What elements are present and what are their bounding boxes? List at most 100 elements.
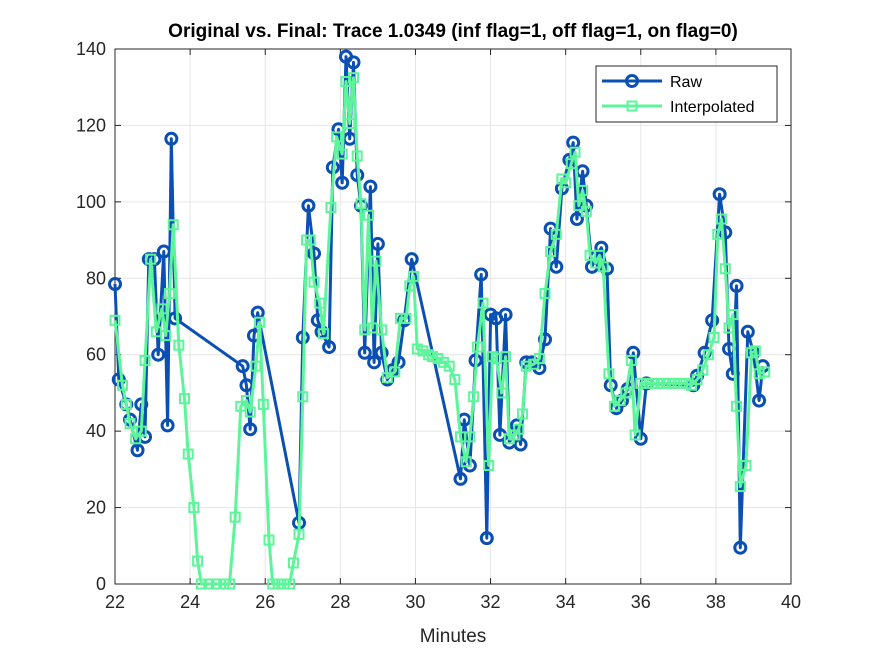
data-point	[308, 276, 320, 288]
y-tick-label: 100	[76, 192, 106, 212]
data-point	[752, 393, 767, 408]
data-point	[657, 377, 669, 389]
data-point	[608, 400, 620, 412]
data-point	[167, 219, 179, 231]
data-point	[130, 433, 142, 445]
data-point	[120, 398, 132, 410]
data-point	[336, 148, 348, 160]
data-point	[759, 366, 771, 378]
data-point	[109, 314, 121, 326]
data-point	[725, 366, 740, 381]
data-point	[663, 377, 675, 389]
data-point	[272, 578, 284, 590]
data-point	[239, 378, 254, 393]
data-point	[117, 379, 129, 391]
data-point	[520, 360, 532, 372]
x-axis-ticks: 22 24 26 28 30 32 34 36 38 40	[105, 49, 801, 612]
data-point	[539, 288, 551, 300]
data-point	[130, 443, 145, 458]
data-point	[351, 150, 363, 162]
data-point	[160, 330, 172, 342]
data-point	[168, 311, 183, 326]
data-point	[734, 481, 746, 493]
data-point	[229, 511, 241, 523]
data-point	[293, 528, 305, 540]
data-point	[108, 277, 122, 292]
data-point	[614, 395, 626, 407]
legend-interpolated-label: Interpolated	[670, 99, 755, 116]
data-point	[314, 297, 326, 309]
data-point	[593, 249, 605, 261]
data-point	[479, 531, 494, 546]
data-point	[240, 395, 252, 407]
data-point	[322, 340, 337, 355]
x-axis-label: Minutes	[420, 626, 487, 647]
data-point	[370, 255, 382, 267]
data-point	[267, 578, 279, 590]
data-point	[449, 374, 461, 386]
y-tick-label: 40	[86, 421, 106, 441]
data-point	[376, 324, 388, 336]
y-tick-label: 20	[86, 498, 106, 518]
data-point	[625, 354, 637, 366]
data-point	[731, 400, 743, 412]
data-point	[188, 502, 200, 514]
data-point	[626, 345, 641, 360]
data-point	[513, 437, 528, 452]
series-1	[109, 72, 771, 590]
legend-raw-label: Raw	[670, 74, 702, 91]
data-point	[173, 339, 185, 351]
y-tick-label: 0	[96, 574, 106, 594]
data-point	[702, 349, 714, 361]
data-point	[723, 322, 735, 334]
data-point	[453, 471, 468, 486]
data-point	[740, 460, 752, 472]
data-point	[400, 312, 412, 324]
data-point	[528, 358, 540, 370]
data-point	[646, 377, 658, 389]
series-layer	[108, 49, 771, 590]
data-point	[346, 55, 361, 70]
data-point	[635, 377, 647, 389]
data-point	[218, 578, 230, 590]
data-point	[224, 578, 236, 590]
data-point	[357, 345, 372, 360]
x-tick-label: 32	[481, 592, 501, 612]
data-point	[549, 259, 564, 274]
y-tick-label: 80	[86, 268, 106, 288]
y-axis-ticks: 0 20 40 60 80 100 120 140	[76, 39, 791, 594]
data-point	[160, 418, 175, 433]
data-point	[443, 360, 455, 372]
data-point	[156, 244, 171, 259]
data-point	[278, 578, 290, 590]
x-tick-label: 22	[105, 592, 125, 612]
data-point	[565, 158, 577, 170]
data-point	[257, 398, 269, 410]
data-point	[243, 422, 258, 437]
data-point	[740, 324, 755, 339]
legend-box	[595, 65, 778, 123]
x-tick-label: 34	[556, 592, 576, 612]
data-point	[569, 212, 584, 227]
data-point	[301, 198, 316, 213]
data-point	[533, 353, 545, 365]
data-point	[674, 377, 686, 389]
data-point	[203, 578, 215, 590]
data-point	[210, 578, 222, 590]
data-point	[569, 146, 581, 158]
data-point	[753, 368, 765, 380]
data-point	[712, 187, 727, 202]
y-tick-label: 60	[86, 345, 106, 365]
data-point	[712, 228, 724, 240]
data-point	[411, 343, 423, 355]
data-point	[297, 391, 309, 403]
data-point	[374, 345, 389, 360]
chart-title: Original vs. Final: Trace 1.0349 (inf fl…	[168, 21, 738, 42]
data-point	[597, 261, 609, 273]
data-point	[139, 354, 151, 366]
data-point	[594, 240, 609, 255]
data-point	[474, 267, 489, 282]
data-point	[426, 351, 438, 363]
data-point	[317, 328, 329, 340]
